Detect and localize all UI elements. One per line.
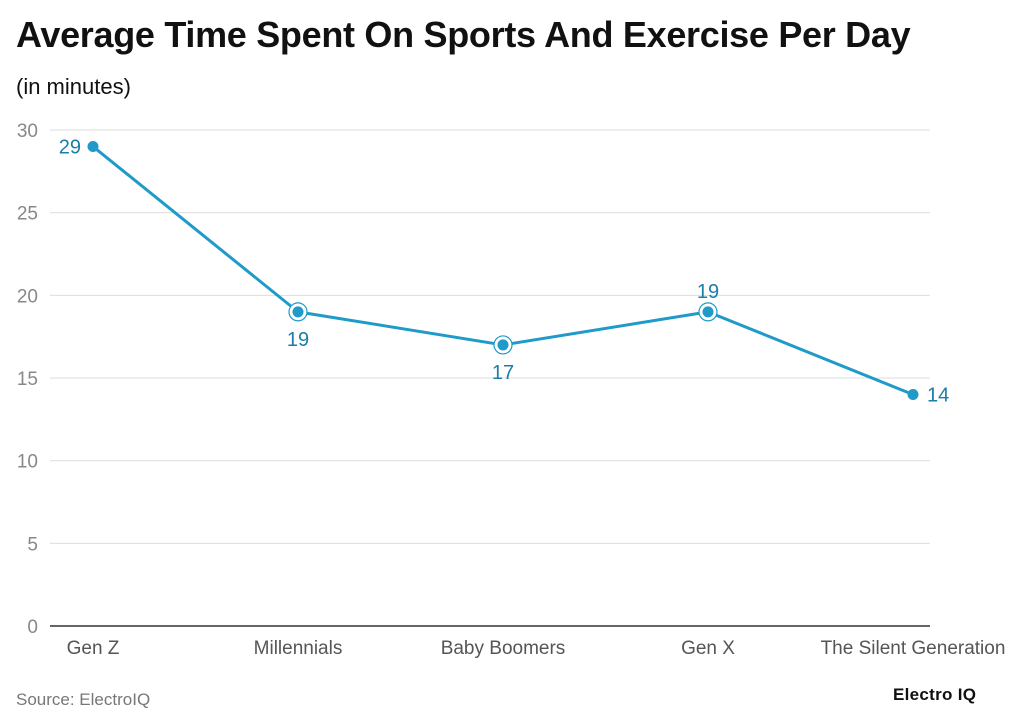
data-points — [87, 141, 919, 401]
data-point[interactable] — [702, 306, 714, 318]
y-tick-label: 20 — [17, 286, 38, 307]
y-tick-label: 0 — [27, 617, 38, 638]
y-tick-label: 10 — [17, 452, 38, 473]
y-tick-label: 25 — [17, 204, 38, 225]
data-labels: 29 19 17 19 14 — [59, 137, 950, 407]
y-tick-label: 5 — [27, 534, 38, 555]
brand-logo: Electro IQ — [893, 685, 977, 704]
gridlines — [50, 129, 930, 544]
y-axis-ticks: 0 5 10 15 20 25 30 — [17, 121, 38, 638]
chart-subtitle: (in minutes) — [16, 74, 131, 99]
x-tick-label: Baby Boomers — [441, 638, 566, 659]
series-line-group — [91, 145, 915, 397]
x-tick-label: The Silent Generation — [821, 638, 1006, 659]
y-tick-label: 15 — [17, 369, 38, 390]
x-tick-label: Millennials — [254, 638, 343, 659]
x-tick-label: Gen Z — [67, 638, 120, 659]
data-label: 19 — [287, 329, 309, 351]
x-tick-label: Gen X — [681, 638, 735, 659]
data-point[interactable] — [497, 339, 509, 351]
data-point[interactable] — [907, 389, 919, 401]
y-tick-label: 30 — [17, 121, 38, 142]
data-label: 14 — [927, 385, 949, 407]
data-label: 19 — [697, 281, 719, 303]
data-label: 29 — [59, 137, 81, 159]
source-note: Source: ElectroIQ — [16, 690, 151, 709]
series-line — [91, 145, 915, 397]
data-point[interactable] — [87, 141, 99, 153]
x-axis-ticks: Gen Z Millennials Baby Boomers Gen X The Sil… — [67, 638, 1006, 659]
data-point[interactable] — [292, 306, 304, 318]
chart-title: Average Time Spent On Sports And Exercis… — [16, 14, 911, 55]
data-label: 17 — [492, 362, 514, 384]
